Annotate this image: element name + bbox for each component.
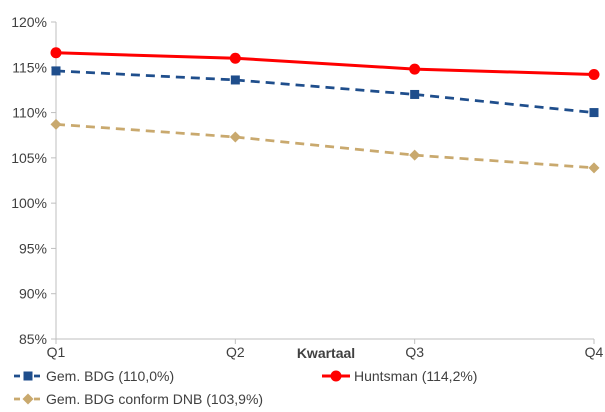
x-tick-label: Q3 — [405, 344, 424, 360]
legend-label: Gem. BDG (110,0%) — [46, 368, 174, 384]
y-tick-label: 85% — [19, 331, 47, 347]
x-tick-label: Q4 — [585, 344, 604, 360]
legend-label: Huntsman (114,2%) — [354, 368, 477, 384]
data-point — [229, 52, 241, 64]
legend-swatch-marker — [23, 371, 33, 381]
legend-swatch-marker — [22, 393, 34, 405]
data-point — [229, 131, 241, 143]
y-axis-ticks: 85% 90% 95% 100% 105% 110% 115% 120% — [11, 14, 56, 347]
legend-item: Gem. BDG conform DNB (103,9%) — [14, 391, 263, 407]
y-tick-label: 120% — [11, 14, 47, 30]
data-point — [409, 63, 421, 75]
data-point — [50, 47, 62, 59]
y-tick-label: 95% — [19, 240, 47, 256]
y-tick-label: 100% — [11, 195, 47, 211]
legend-item: Huntsman (114,2%) — [322, 368, 477, 384]
series-1 — [50, 47, 600, 81]
data-point — [588, 69, 600, 81]
series-0 — [51, 66, 599, 118]
data-point — [50, 118, 62, 130]
series-2 — [50, 118, 600, 174]
legend-item: Gem. BDG (110,0%) — [14, 368, 174, 384]
y-tick-label: 115% — [12, 59, 47, 75]
data-point — [230, 75, 240, 85]
y-tick-label: 90% — [19, 286, 47, 302]
legend: Gem. BDG (110,0%) Huntsman (114,2%) Gem. B… — [14, 368, 477, 407]
data-point — [589, 108, 599, 118]
data-point — [409, 149, 421, 161]
x-axis-ticks: Q1 Q2 Q3 Q4 — [47, 339, 604, 360]
y-tick-label: 105% — [11, 150, 47, 166]
data-point — [51, 66, 61, 76]
chart-axes — [55, 22, 594, 340]
series-line — [55, 69, 595, 114]
x-tick-label: Q2 — [226, 344, 245, 360]
data-point — [410, 89, 420, 99]
x-tick-label: Q1 — [47, 344, 66, 360]
series-line — [55, 51, 595, 77]
x-axis-label: Kwartaal — [297, 345, 355, 361]
series-line — [55, 122, 595, 170]
data-point — [588, 162, 600, 174]
y-tick-label: 110% — [12, 105, 47, 121]
legend-swatch-marker — [330, 370, 342, 382]
plot-area — [50, 47, 600, 174]
legend-label: Gem. BDG conform DNB (103,9%) — [46, 391, 263, 407]
